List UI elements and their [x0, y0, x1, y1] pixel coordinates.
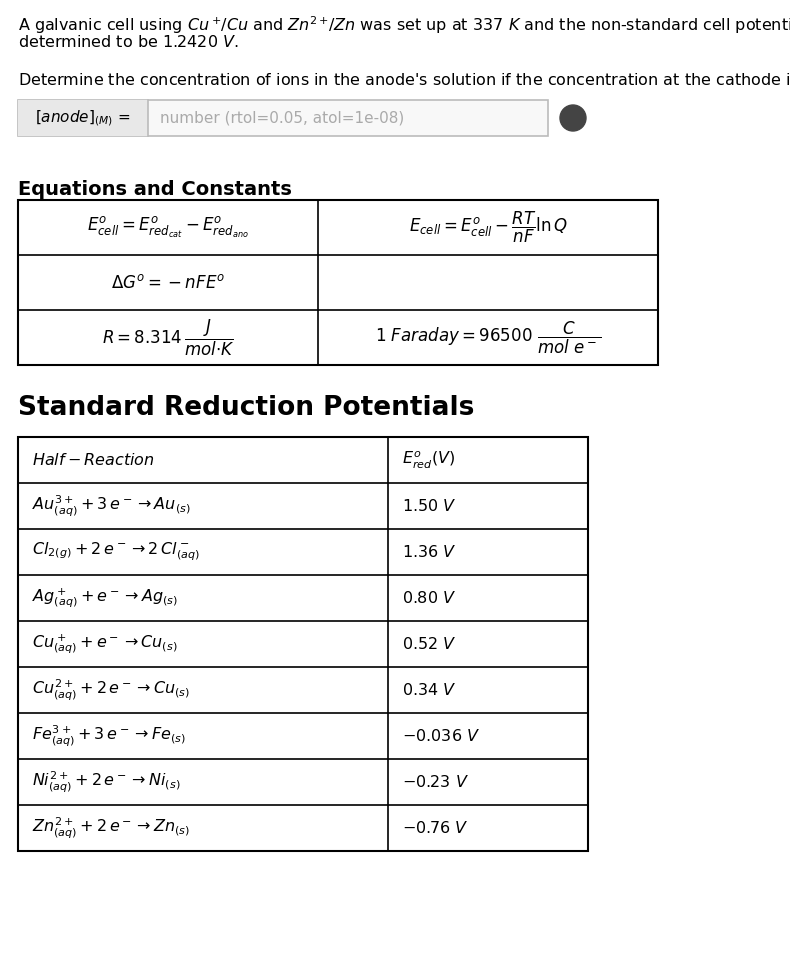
Text: $1.36\ V$: $1.36\ V$	[402, 544, 457, 560]
Text: $Cu^+_{(aq)} + e^- \rightarrow Cu_{(s)}$: $Cu^+_{(aq)} + e^- \rightarrow Cu_{(s)}$	[32, 632, 178, 656]
Text: $1.50\ V$: $1.50\ V$	[402, 498, 457, 514]
Bar	[18, 437, 588, 851]
Text: Determine the concentration of ions in the anode's solution if the concentration: Determine the concentration of ions in t…	[18, 72, 790, 88]
Text: $Fe^{3+}_{(aq)} + 3\,e^- \rightarrow Fe_{(s)}$: $Fe^{3+}_{(aq)} + 3\,e^- \rightarrow Fe_…	[32, 724, 186, 749]
Text: $E_{cell} = E^o_{cell} - \dfrac{RT}{nF}\ln Q$: $E_{cell} = E^o_{cell} - \dfrac{RT}{nF}\…	[408, 210, 567, 245]
Text: Standard Reduction Potentials: Standard Reduction Potentials	[18, 395, 474, 421]
Text: $Cl_{2(g)} + 2\,e^- \rightarrow 2\,Cl^-_{(aq)}$: $Cl_{2(g)} + 2\,e^- \rightarrow 2\,Cl^-_…	[32, 540, 200, 564]
Text: Equations and Constants: Equations and Constants	[18, 180, 292, 199]
Text: $-0.036\ V$: $-0.036\ V$	[402, 728, 480, 744]
Text: $Zn^{2+}_{(aq)} + 2\,e^- \rightarrow Zn_{(s)}$: $Zn^{2+}_{(aq)} + 2\,e^- \rightarrow Zn_…	[32, 815, 190, 841]
Text: $Half - Reaction$: $Half - Reaction$	[32, 452, 155, 468]
Circle shape	[560, 105, 586, 131]
Text: $Au^{3+}_{(aq)} + 3\,e^- \rightarrow Au_{(s)}$: $Au^{3+}_{(aq)} + 3\,e^- \rightarrow Au_…	[32, 493, 190, 518]
Text: $Ni^{2+}_{(aq)} + 2\,e^- \rightarrow Ni_{(s)}$: $Ni^{2+}_{(aq)} + 2\,e^- \rightarrow Ni_…	[32, 769, 180, 794]
Bar	[18, 100, 548, 136]
Text: $E^o_{cell} = E^o_{red_{cat}} - E^o_{red_{ano}}$: $E^o_{cell} = E^o_{red_{cat}} - E^o_{red…	[87, 215, 249, 240]
Text: $Ag^+_{(aq)} + e^- \rightarrow Ag_{(s)}$: $Ag^+_{(aq)} + e^- \rightarrow Ag_{(s)}$	[32, 586, 178, 610]
Text: determined to be $\mathit{1.2420\ V}$.: determined to be $\mathit{1.2420\ V}$.	[18, 34, 239, 50]
Text: number (rtol=0.05, atol=1e-08): number (rtol=0.05, atol=1e-08)	[160, 111, 404, 125]
Text: $E^o_{red}(V)$: $E^o_{red}(V)$	[402, 450, 455, 471]
Text: $-0.76\ V$: $-0.76\ V$	[402, 820, 468, 836]
Text: $1\ Faraday = 96500\ \dfrac{C}{mol\ e^-}$: $1\ Faraday = 96500\ \dfrac{C}{mol\ e^-}…	[375, 319, 601, 356]
Text: A galvanic cell using $\mathit{Cu^+\!/Cu}$ and $\mathit{Zn^{2+}\!/Zn}$ was set u: A galvanic cell using $\mathit{Cu^+\!/Cu…	[18, 14, 790, 36]
Text: $Cu^{2+}_{(aq)} + 2\,e^- \rightarrow Cu_{(s)}$: $Cu^{2+}_{(aq)} + 2\,e^- \rightarrow Cu_…	[32, 677, 190, 703]
Text: $-0.23\ V$: $-0.23\ V$	[402, 774, 469, 790]
Bar	[18, 200, 658, 365]
Text: $0.52\ V$: $0.52\ V$	[402, 636, 457, 652]
Bar	[18, 100, 148, 136]
Text: ?: ?	[568, 109, 578, 127]
Text: $0.80\ V$: $0.80\ V$	[402, 590, 457, 606]
Text: $R = 8.314\,\dfrac{J}{mol{\cdot}K}$: $R = 8.314\,\dfrac{J}{mol{\cdot}K}$	[102, 317, 235, 358]
Text: $[anode]_{(M)}$ =: $[anode]_{(M)}$ =	[36, 108, 130, 127]
Text: $\Delta G^o = -nFE^o$: $\Delta G^o = -nFE^o$	[111, 273, 225, 291]
Text: $0.34\ V$: $0.34\ V$	[402, 682, 457, 698]
